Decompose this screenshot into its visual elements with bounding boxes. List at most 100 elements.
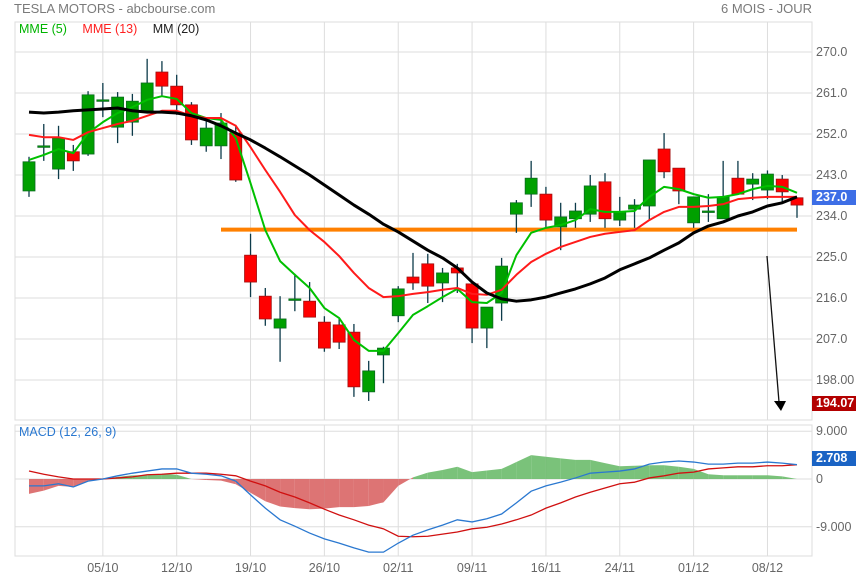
macd-histogram-bar bbox=[486, 468, 502, 479]
candle-up bbox=[273, 318, 287, 329]
candle-down bbox=[303, 300, 317, 318]
ma-line-0 bbox=[28, 95, 798, 352]
candle-up bbox=[642, 159, 656, 207]
candle-up bbox=[22, 161, 36, 192]
macd-histogram-bar bbox=[398, 477, 413, 486]
candle-down bbox=[775, 178, 789, 193]
macd-histogram-bar bbox=[265, 479, 281, 507]
macd-histogram-bar bbox=[501, 462, 517, 479]
candle-up bbox=[362, 370, 376, 393]
macd-histogram-bar bbox=[545, 456, 561, 479]
candle-down bbox=[317, 321, 331, 349]
candle-up bbox=[96, 99, 110, 102]
legend-mm20: MM (20) bbox=[152, 22, 200, 36]
candle-up bbox=[140, 82, 154, 112]
macd-plot-frame bbox=[14, 424, 813, 557]
macd-histogram-bar bbox=[176, 474, 192, 479]
macd-histogram-bar bbox=[161, 473, 177, 479]
macd-tick-label: -9.000 bbox=[816, 519, 852, 534]
price-tick-label: 198.00 bbox=[816, 373, 855, 387]
candle-down bbox=[347, 331, 361, 388]
candle-down bbox=[657, 148, 671, 173]
candle-up bbox=[554, 216, 568, 228]
macd-histogram-bar bbox=[427, 469, 443, 479]
macd-histogram-bar bbox=[383, 479, 399, 503]
price-tick-label: 261.0 bbox=[816, 86, 848, 100]
candle-down bbox=[244, 254, 257, 283]
price-tick-label: 225.0 bbox=[816, 250, 848, 264]
date-tick-label: 09/11 bbox=[456, 561, 488, 575]
candle-up bbox=[509, 202, 523, 215]
candle-up bbox=[37, 145, 51, 148]
date-tick-label: 26/10 bbox=[308, 561, 341, 575]
price-tick-label: 216.0 bbox=[816, 291, 848, 305]
macd-histogram-bar bbox=[191, 479, 207, 481]
macd-histogram-bar bbox=[737, 475, 753, 479]
candle-up bbox=[687, 196, 701, 224]
chart-title: TESLA MOTORS - abcbourse.com bbox=[14, 1, 216, 16]
macd-histogram-bar bbox=[664, 465, 679, 479]
candle-down bbox=[258, 295, 272, 320]
date-tick-label: 05/10 bbox=[87, 561, 119, 575]
macd-histogram-bar bbox=[235, 479, 251, 493]
candle-up bbox=[716, 196, 730, 220]
macd-histogram-bar bbox=[531, 455, 546, 479]
date-tick-label: 19/10 bbox=[234, 561, 267, 575]
projection-arrow bbox=[766, 255, 780, 403]
macd-histogram-bar bbox=[457, 466, 473, 479]
macd-histogram-bar bbox=[560, 458, 576, 479]
macd-histogram-bar bbox=[324, 479, 340, 509]
macd-histogram-bar bbox=[649, 465, 665, 479]
legend-mme5: MME (5) bbox=[19, 22, 67, 36]
macd-histogram-bar bbox=[752, 475, 768, 479]
price-tick-label: 234.0 bbox=[816, 209, 848, 223]
candle-up bbox=[524, 177, 538, 195]
candle-up bbox=[81, 94, 95, 155]
macd-histogram-bar bbox=[294, 479, 310, 510]
date-tick-label: 12/10 bbox=[161, 561, 193, 575]
signal-line bbox=[28, 464, 798, 538]
legend-mme13: MME (13) bbox=[82, 22, 138, 36]
macd-tick-label: 9.000 bbox=[816, 424, 848, 439]
macd-histogram-bar bbox=[472, 470, 487, 479]
price-tick-label: 270.0 bbox=[816, 45, 848, 59]
main-plot-frame bbox=[14, 21, 813, 421]
macd-histogram-bar bbox=[782, 476, 797, 479]
candle-up bbox=[746, 178, 760, 185]
date-tick-label: 02/11 bbox=[383, 561, 414, 575]
macd-histogram-bar bbox=[590, 459, 605, 479]
candle-up bbox=[480, 306, 494, 329]
candle-up bbox=[583, 185, 597, 215]
macd-histogram-bar bbox=[634, 465, 650, 479]
macd-histogram-bar bbox=[767, 475, 783, 479]
date-tick-label: 16/11 bbox=[530, 561, 562, 575]
candle-down bbox=[465, 283, 479, 329]
macd-histogram-bar bbox=[708, 474, 724, 479]
candle-down bbox=[406, 276, 420, 284]
macd-histogram-bar bbox=[368, 479, 384, 507]
price-tick-label: 252.0 bbox=[816, 127, 848, 141]
legend: MME (5) MME (13) MM (20) bbox=[19, 22, 211, 36]
candle-up bbox=[288, 298, 302, 301]
date-tick-label: 01/12 bbox=[677, 561, 710, 575]
macd-tick-label: 0 bbox=[816, 472, 823, 486]
candle-up bbox=[199, 127, 213, 147]
target-price-badge: 194.07 bbox=[812, 396, 856, 411]
candle-up bbox=[628, 204, 641, 210]
arrowhead-icon bbox=[774, 401, 786, 411]
macd-histogram-bar bbox=[516, 455, 532, 479]
ma-line-2 bbox=[28, 106, 798, 303]
price-tick-label: 243.0 bbox=[816, 168, 848, 182]
candle-down bbox=[421, 263, 435, 287]
macd-line bbox=[29, 460, 798, 553]
candle-up bbox=[52, 137, 65, 170]
candle-down bbox=[170, 85, 184, 106]
macd-histogram-bar bbox=[309, 479, 325, 510]
macd-histogram-bar bbox=[619, 465, 635, 479]
macd-histogram-bar bbox=[723, 475, 738, 479]
candle-down bbox=[332, 324, 346, 343]
price-tick-label: 207.0 bbox=[816, 332, 848, 346]
candle-down bbox=[672, 167, 686, 192]
candle-up bbox=[436, 272, 449, 284]
